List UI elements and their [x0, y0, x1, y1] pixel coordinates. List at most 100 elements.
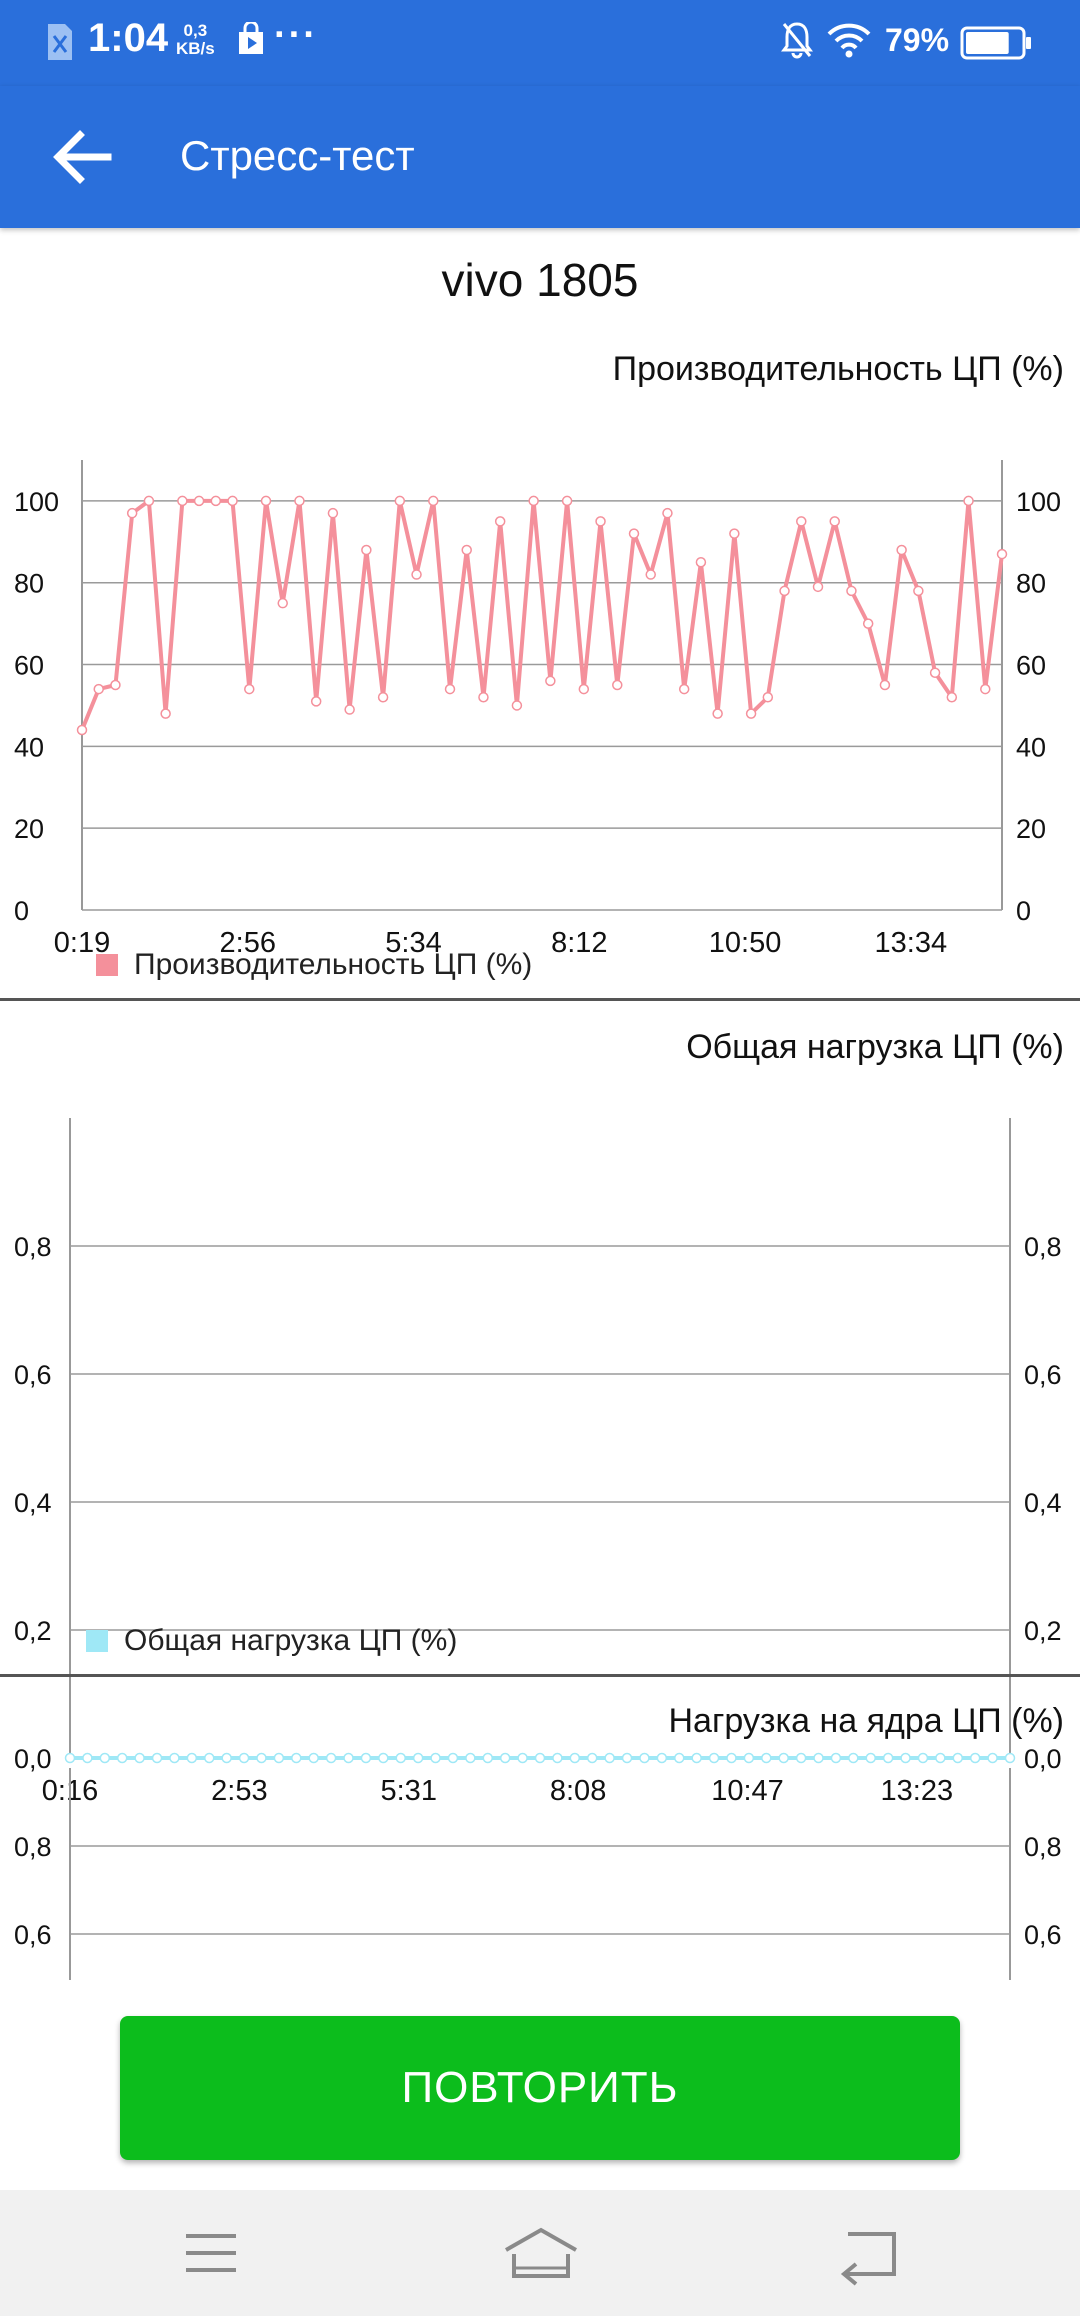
data-point — [604, 1752, 615, 1764]
repeat-button[interactable]: ПОВТОРИТЬ — [120, 2016, 960, 2160]
data-point — [260, 495, 272, 507]
arrow-left-icon[interactable] — [40, 122, 130, 192]
data-point — [963, 495, 974, 507]
core-load-chart-title: Нагрузка на ядра ЦП (%) — [668, 1702, 1064, 1740]
data-point — [93, 683, 104, 695]
y-tick-label-left: 0,0 — [14, 1744, 52, 1774]
data-point — [99, 1752, 111, 1764]
data-point — [946, 692, 958, 703]
data-point — [227, 495, 238, 507]
data-point — [996, 548, 1008, 560]
data-point — [691, 1752, 702, 1764]
data-point — [378, 1752, 389, 1764]
y-tick-label-left: 0 — [14, 896, 29, 926]
x-tick-label: 10:50 — [709, 927, 782, 959]
data-point — [210, 495, 222, 507]
system-nav-bar — [0, 2190, 1080, 2316]
data-point — [256, 1752, 267, 1764]
legend-swatch — [96, 954, 118, 976]
data-point — [169, 1752, 180, 1764]
data-point — [308, 1752, 319, 1764]
data-point — [621, 1752, 633, 1764]
data-point — [517, 1752, 528, 1764]
data-point — [126, 507, 138, 519]
total-load-legend-label: Общая нагрузка ЦП (%) — [124, 1624, 458, 1657]
y-tick-label-left: 100 — [14, 487, 59, 517]
core-load-chart: 0,6 0,6 0,8 0,8 — [14, 1768, 1062, 1980]
y-tick-label-left: 0,2 — [14, 1616, 52, 1646]
data-point — [552, 1752, 563, 1764]
x-tick-label: 10:47 — [711, 1775, 784, 1807]
total-load-legend: Общая нагрузка ЦП (%) — [86, 1624, 457, 1658]
x-tick-label: 0:19 — [54, 927, 110, 959]
data-point — [244, 683, 255, 695]
x-tick-label: 2:53 — [211, 1775, 267, 1807]
home-icon[interactable] — [496, 2220, 586, 2286]
battery-icon — [960, 26, 1031, 60]
data-point — [82, 1752, 93, 1764]
data-point — [612, 679, 623, 691]
data-point — [143, 495, 155, 507]
wifi-icon — [827, 23, 871, 58]
performance-legend: Производительность ЦП (%) — [96, 948, 532, 982]
network-speed-value: 0,3 — [183, 21, 208, 40]
data-point — [743, 1752, 755, 1764]
data-point — [273, 1752, 285, 1764]
data-point — [444, 683, 456, 695]
data-point — [761, 1752, 772, 1764]
x-tick-label: 13:23 — [881, 1775, 954, 1807]
app-bar: Стресс-тест — [0, 86, 1080, 228]
legend-swatch — [86, 1630, 108, 1652]
y-tick-label-left: 80 — [14, 569, 44, 599]
y-tick-label-left: 0,4 — [14, 1488, 52, 1518]
data-point — [726, 1752, 737, 1764]
data-point — [277, 597, 288, 609]
data-point — [151, 1752, 163, 1764]
x-tick-label: 8:12 — [551, 927, 607, 959]
network-speed-unit: KB/s — [176, 39, 215, 58]
data-point — [528, 495, 539, 507]
data-point — [204, 1752, 215, 1764]
data-point — [656, 1752, 668, 1764]
data-point — [428, 495, 439, 507]
data-point — [913, 585, 924, 597]
data-point — [395, 1752, 406, 1764]
y-tick-label-right: 0,8 — [1024, 1232, 1062, 1262]
menu-icon[interactable] — [166, 2220, 256, 2286]
y-tick-label-left: 20 — [14, 814, 44, 844]
results-scroll-area[interactable]: vivo 1805 Производительность ЦП (%) 0 0 20… — [0, 228, 1080, 1980]
data-point — [969, 1752, 981, 1764]
y-tick-label-right: 0,8 — [1024, 1832, 1062, 1862]
y-tick-label-right: 0 — [1016, 896, 1031, 926]
y-tick-label-left: 0,6 — [14, 1360, 52, 1390]
x-tick-label: 13:34 — [875, 927, 948, 959]
data-point — [499, 1752, 511, 1764]
performance-legend-label: Производительность ЦП (%) — [134, 948, 533, 981]
data-point — [987, 1752, 998, 1764]
x-tick-label: 5:31 — [381, 1775, 437, 1807]
data-point — [110, 679, 121, 691]
data-point — [511, 700, 523, 711]
device-name: vivo 1805 — [441, 254, 639, 306]
data-point — [411, 569, 422, 580]
data-point — [779, 585, 790, 597]
data-point — [360, 1752, 372, 1764]
battery-percent: 79% — [885, 22, 950, 58]
data-point — [116, 1752, 128, 1764]
series-line — [80, 498, 1004, 731]
data-point — [545, 675, 556, 687]
back-icon[interactable] — [824, 2220, 914, 2286]
data-point — [430, 1752, 441, 1764]
data-point — [238, 1752, 250, 1764]
data-point — [829, 516, 840, 527]
total-load-chart-title: Общая нагрузка ЦП (%) — [686, 1028, 1064, 1066]
data-point — [862, 618, 874, 629]
status-time: 1:04 — [88, 16, 169, 60]
data-point — [674, 1752, 685, 1764]
status-bar: 1:04 0,3 KB/s ··· 79% — [0, 0, 1080, 86]
data-point — [586, 1752, 598, 1764]
data-point — [879, 679, 891, 691]
data-point — [896, 544, 907, 556]
data-point — [461, 544, 472, 556]
y-tick-label-left: 40 — [14, 732, 44, 762]
